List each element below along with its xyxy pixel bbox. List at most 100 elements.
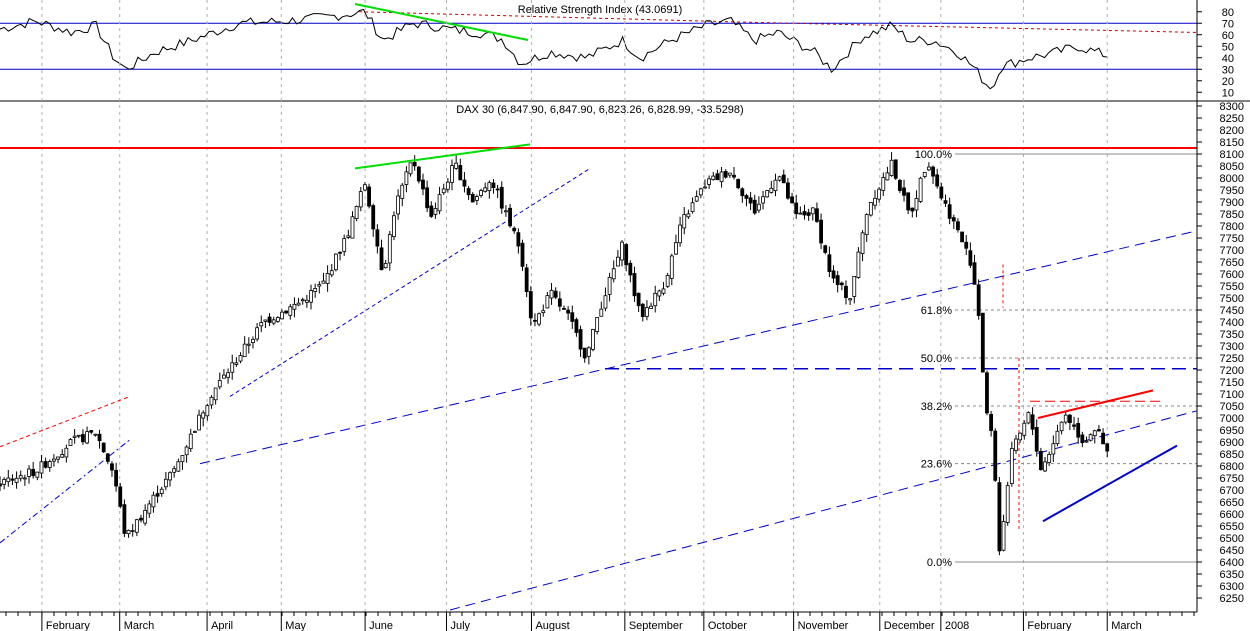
rsi-title: Relative Strength Index (43.0691) [518, 4, 683, 16]
month-label: March [1111, 620, 1142, 631]
candle-body [732, 174, 736, 178]
rsi-tick-label: 80 [1222, 7, 1234, 19]
candle-body [118, 486, 123, 507]
price-divergence-line [354, 143, 531, 170]
candle-body [288, 306, 293, 316]
candle-body [346, 235, 351, 238]
candle-body [665, 275, 670, 287]
candle-body [487, 182, 492, 192]
candle-body [964, 241, 969, 249]
candle-body [682, 214, 687, 229]
candle-body [989, 413, 994, 431]
candle-body [193, 431, 197, 433]
candle-body [798, 212, 803, 215]
candle-body [56, 456, 60, 460]
price-tick-label: 8150 [1220, 137, 1244, 149]
fib-label: 23.6% [921, 459, 952, 471]
candle-body [819, 219, 823, 244]
month-label: September [629, 620, 683, 631]
candle-body [860, 232, 865, 254]
candle-body [827, 254, 832, 272]
price-tick-label: 6550 [1220, 521, 1244, 533]
x-axis: February March April May June July August Septe… [5, 612, 1195, 631]
candle-body [259, 322, 264, 327]
candle-body [599, 308, 604, 317]
candle-body [620, 241, 624, 261]
candle-body [1105, 443, 1110, 452]
candle-body [790, 196, 794, 204]
candle-body [914, 198, 919, 211]
candle-body [993, 430, 998, 481]
candle-body [873, 197, 877, 206]
candle-body [6, 477, 11, 483]
price-tick-label: 7350 [1220, 329, 1244, 341]
candle-body [479, 190, 483, 196]
candle-body [68, 439, 73, 446]
candle-body [1072, 424, 1076, 427]
channel-early-upper [0, 395, 131, 448]
candle-body [363, 184, 367, 191]
rsi-tick-label: 10 [1222, 87, 1234, 99]
month-label: February [46, 620, 91, 631]
wedge-upper-line [1037, 389, 1154, 419]
price-tick-label: 8250 [1220, 113, 1244, 125]
candle-body [52, 458, 56, 462]
rsi-tick-label: 40 [1222, 53, 1234, 65]
price-tick-label: 7850 [1220, 209, 1244, 221]
candle-body [645, 307, 649, 317]
candle-body [201, 412, 206, 419]
candle-body [35, 471, 40, 478]
candle-body [396, 195, 401, 215]
candle-body [678, 224, 682, 244]
candle-body [60, 454, 65, 458]
candle-body [85, 431, 89, 444]
candle-body [130, 530, 135, 532]
price-tick-label: 6650 [1220, 497, 1244, 509]
price-tick-label: 6850 [1220, 449, 1244, 461]
candle-body [387, 234, 392, 264]
candle-body [76, 434, 81, 437]
candle-body [586, 347, 591, 357]
candle-body [690, 202, 695, 213]
candle-body [217, 380, 222, 388]
fibonacci-levels: 100.0% 61.8% 50.0% 38.2% 23.6% 0.0% [915, 149, 1197, 569]
price-tick-label: 7100 [1220, 389, 1244, 401]
candle-body [18, 475, 23, 479]
candle-body [624, 244, 629, 266]
candle-body [313, 288, 318, 292]
candle-body [176, 461, 181, 472]
candle-body [512, 227, 517, 232]
candle-body [893, 159, 898, 179]
candle-body [1097, 429, 1101, 432]
price-tick-label: 6300 [1220, 581, 1244, 593]
candle-body [267, 316, 272, 323]
candle-body [43, 461, 48, 468]
candle-body [226, 372, 230, 378]
price-tick-label: 7050 [1220, 401, 1244, 413]
candle-body [603, 295, 608, 309]
candle-body [280, 311, 284, 320]
candle-body [520, 242, 525, 267]
candle-body [97, 433, 102, 442]
candle-body [495, 188, 500, 191]
candle-body [686, 213, 691, 218]
candle-body [284, 310, 289, 314]
candle-body [1076, 423, 1081, 438]
candle-body [101, 442, 106, 453]
candle-body [47, 461, 52, 468]
candle-body [329, 270, 334, 276]
candle-body [607, 276, 612, 295]
candle-body [93, 433, 98, 436]
month-label: February [1027, 620, 1072, 631]
candle-body [985, 372, 989, 414]
candle-body [1080, 434, 1085, 444]
candle-body [839, 282, 844, 286]
month-label: December [884, 620, 935, 631]
price-tick-label: 6600 [1220, 509, 1244, 521]
candle-body [765, 190, 770, 198]
candle-body [504, 210, 508, 213]
candle-body [615, 256, 620, 267]
candle-body [611, 268, 616, 280]
month-label: July [450, 620, 470, 631]
